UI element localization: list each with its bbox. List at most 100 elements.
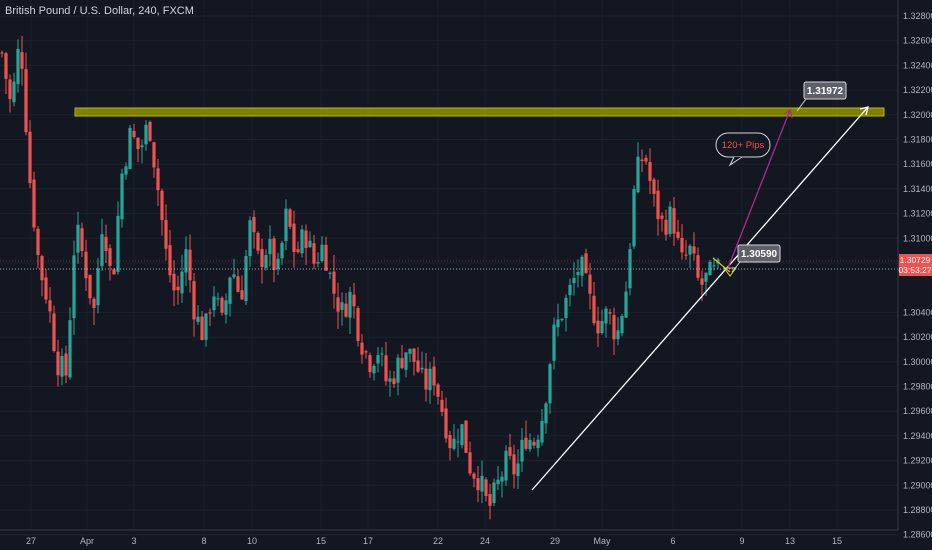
candle-body (336, 297, 340, 312)
target-label-box[interactable]: 1.31972 (796, 81, 847, 112)
candle-body (60, 356, 64, 377)
trendline-arrowhead (859, 106, 869, 116)
candle-body (536, 439, 540, 449)
time-tick: 15 (316, 536, 326, 546)
candle-body (156, 168, 160, 191)
target-arrow[interactable] (727, 109, 791, 269)
candle-body (440, 399, 444, 412)
candle-body (468, 452, 472, 474)
candle-body (332, 271, 336, 294)
candle-body (532, 441, 536, 446)
candle-body (668, 206, 672, 235)
candle-body (92, 298, 96, 308)
candle-body (300, 229, 304, 254)
candle-body (712, 265, 716, 267)
candle-body (192, 281, 196, 320)
candle-body (224, 300, 228, 315)
price-tick: 1.32400 (903, 60, 932, 70)
candle-body (116, 215, 120, 272)
candle-body (548, 364, 552, 404)
candle-body (292, 223, 296, 252)
candle-body (608, 312, 612, 314)
time-axis[interactable]: 27 Apr 3 8 10 15 17 22 24 29 May 6 9 13 15 (26, 536, 842, 546)
candle-body (584, 253, 588, 274)
target-arrowhead (783, 108, 793, 119)
candle-body (248, 220, 252, 257)
candle-body (0, 52, 4, 54)
current-price-value: 1.30729 (900, 255, 931, 265)
price-tick: 1.30200 (903, 332, 932, 342)
candle-body (520, 439, 524, 462)
candle-body (576, 272, 580, 276)
candle-body (360, 342, 364, 355)
candle-body (304, 230, 308, 248)
candle-body (484, 479, 488, 496)
resistance-zone[interactable] (74, 107, 885, 117)
candle-body (284, 208, 288, 241)
candle-body (472, 473, 476, 479)
candle-body (400, 358, 404, 369)
candle-body (564, 297, 568, 318)
time-tick: 17 (363, 536, 373, 546)
candle-body (580, 256, 584, 276)
candle-body (152, 142, 156, 168)
candle-body (692, 246, 696, 254)
candle-body (168, 245, 172, 276)
pips-callout[interactable]: 120+ Pips (715, 132, 771, 167)
candle-body (544, 403, 548, 424)
candle-body (604, 308, 608, 324)
candle-body (392, 378, 396, 385)
candle-body (272, 238, 276, 271)
price-tick: 1.30000 (903, 357, 932, 367)
candle-body (196, 316, 200, 322)
candle-body (220, 297, 224, 313)
candle-body (516, 463, 520, 476)
candle-body (80, 228, 84, 251)
candle-body (180, 271, 184, 294)
candle-body (16, 48, 20, 85)
price-tick: 1.30400 (903, 307, 932, 317)
candle-body (56, 351, 60, 376)
candle-body (140, 145, 144, 148)
candle-body (480, 475, 484, 492)
price-tick: 1.29000 (903, 480, 932, 490)
target-label: 1.31972 (807, 86, 844, 97)
candle-body (48, 300, 52, 312)
candle-body (656, 190, 660, 219)
entry-label-box[interactable]: 1.30590 (731, 244, 781, 273)
price-tick: 1.31200 (903, 209, 932, 219)
candle-body (380, 353, 384, 355)
price-tick: 1.31400 (903, 184, 932, 194)
candle-body (104, 236, 108, 251)
candle-body (596, 320, 600, 334)
candle-body (432, 366, 436, 386)
price-tick: 1.32000 (903, 110, 932, 120)
candle-body (228, 277, 232, 304)
candle-body (672, 208, 676, 234)
candle-body (288, 209, 292, 227)
candle-body (120, 173, 124, 220)
candle-body (624, 291, 628, 318)
chart-title: British Pound / U.S. Dollar, 240, FXCM (5, 5, 194, 17)
candle-body (40, 256, 44, 281)
pips-label: 120+ Pips (722, 140, 765, 151)
candle-body (496, 479, 500, 485)
price-tick: 1.32200 (903, 85, 932, 95)
price-tick: 1.29400 (903, 431, 932, 441)
trendline-arrow[interactable] (531, 106, 869, 491)
candle-body (212, 296, 216, 311)
candle-body (464, 420, 468, 453)
candle-body (188, 249, 192, 281)
price-tick: 1.28800 (903, 505, 932, 515)
candle-body (612, 315, 616, 340)
candle-body (384, 355, 388, 382)
candle-body (68, 320, 72, 378)
time-tick: May (593, 536, 611, 546)
price-tick: 1.32800 (903, 11, 932, 21)
candle-body (308, 240, 312, 248)
candle-body (4, 53, 8, 79)
drawings-layer: 1.31972 1.30590 120+ Pips (531, 81, 869, 491)
candle-body (324, 244, 328, 271)
